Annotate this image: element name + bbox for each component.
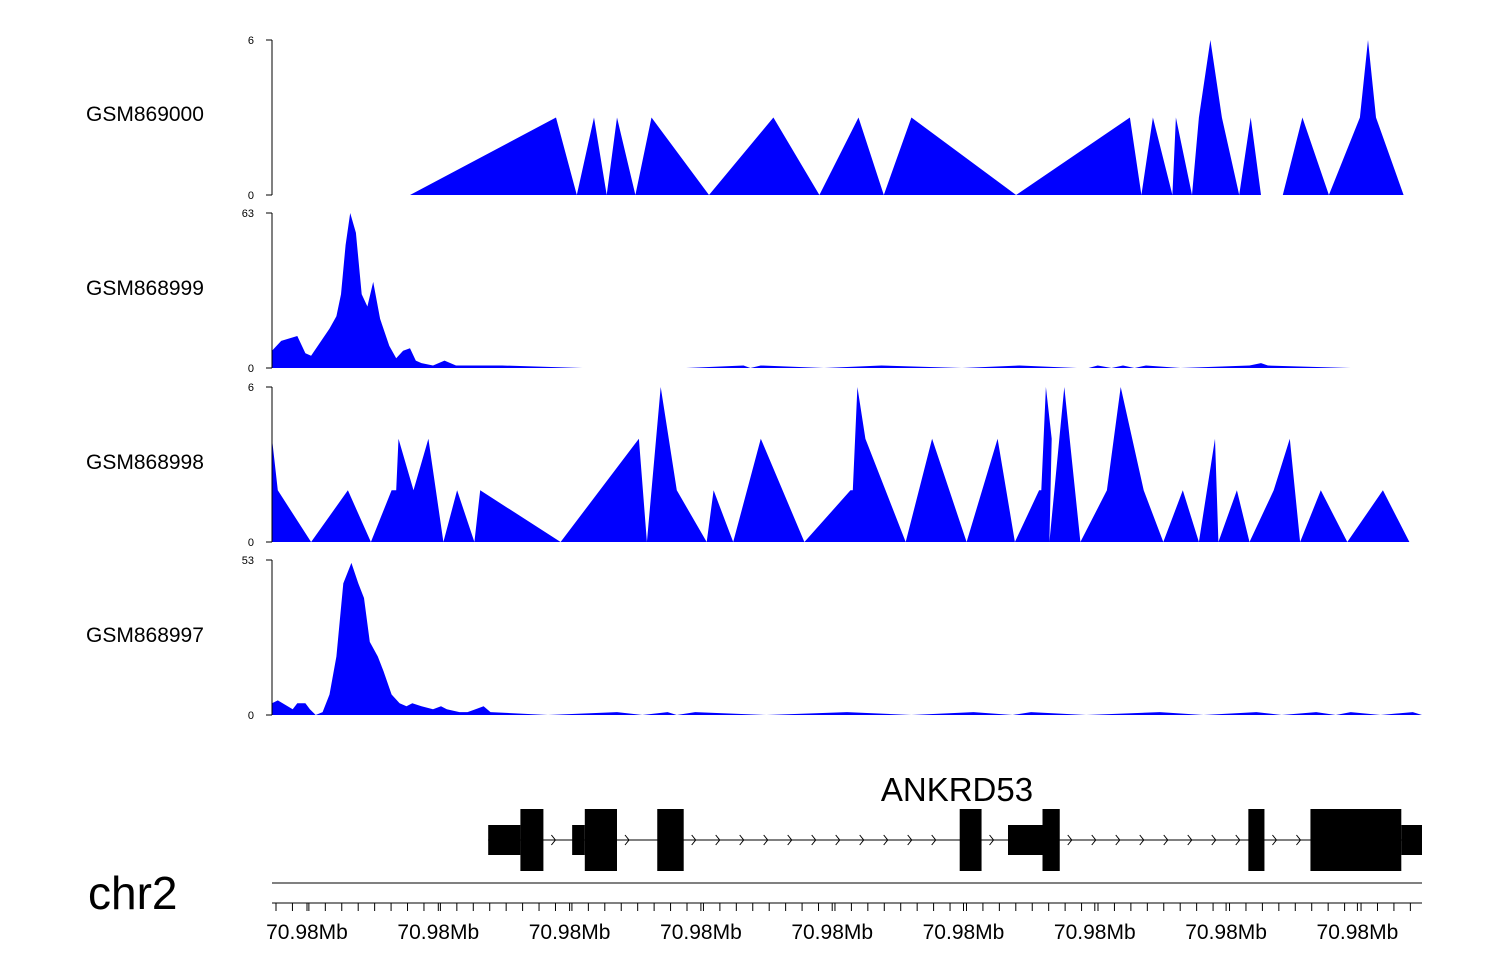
strand-arrow [1296,834,1302,846]
y-tick-label: 63 [242,208,254,220]
exon-cds [1310,809,1402,871]
strand-arrow [907,834,913,846]
track-label-1: GSM869000 [86,103,204,126]
strand-arrow [763,834,769,846]
genomic-axis: 70.98Mb 70.98Mb 70.98Mb 70.98Mb 70.98Mb 70.98… [266,882,1422,944]
y-tick-label: 0 [248,537,254,549]
x-tick-label: 70.98Mb [1317,921,1399,944]
track-label-2: GSM868999 [86,277,204,300]
x-tick-label: 70.98Mb [791,921,873,944]
y-tick-label: 0 [248,190,254,202]
exon-utr [1008,825,1043,855]
strand-arrow [859,834,865,846]
y-tick-label: 6 [248,382,254,394]
track-2: 0 63 [242,208,1351,375]
strand-arrow [1211,834,1217,846]
strand-arrow [989,834,995,846]
exon-cds [657,809,684,871]
strand-arrow [715,834,721,846]
strand-arrow [835,834,841,846]
strand-arrow [1163,834,1169,846]
x-tick-label: 70.98Mb [397,921,479,944]
x-tick-label: 70.98Mb [529,921,611,944]
strand-arrow [811,834,817,846]
track-label-3: GSM868998 [86,451,204,474]
y-tick-label: 0 [248,710,254,722]
strand-arrow [1115,834,1121,846]
signal-area [272,562,1422,715]
gene-name-label: ANKRD53 [881,771,1033,808]
track-4: 0 53 [242,555,1422,722]
x-tick-label: 70.98Mb [923,921,1005,944]
x-tick-label: 70.98Mb [660,921,742,944]
exon-utr [1401,825,1422,855]
strand-arrow [883,834,889,846]
x-tick-label: 70.98Mb [1054,921,1136,944]
signal-area [410,40,1404,195]
track-1: 06 [248,35,1404,202]
strand-arrow [551,834,557,846]
strand-arrow [931,834,937,846]
exon-cds [1042,809,1060,871]
exon-cds [584,809,617,871]
strand-arrow [739,834,745,846]
strand-arrow [787,834,793,846]
signal-area [272,213,1351,368]
exon-cds [520,809,544,871]
strand-arrow [691,834,697,846]
strand-arrow [1235,834,1241,846]
strand-arrow [1272,834,1278,846]
strand-arrow [1067,834,1073,846]
x-tick-label: 70.98Mb [1185,921,1267,944]
track-label-4: GSM868997 [86,624,204,647]
exon-cds [1248,809,1265,871]
y-tick-label: 6 [248,35,254,47]
strand-arrow [1187,834,1193,846]
strand-arrow [1091,834,1097,846]
track-3: 06 [248,382,1410,549]
gene-model: ANKRD53 [488,771,1422,871]
exon-utr [572,825,585,855]
signal-area [272,387,1410,542]
chromosome-label: chr2 [88,867,178,919]
x-tick-label: 70.98Mb [266,921,348,944]
exon-utr [488,825,521,855]
exon-cds [959,809,982,871]
y-tick-label: 53 [242,555,254,567]
y-tick-label: 0 [248,363,254,375]
strand-arrow [1139,834,1145,846]
strand-arrow [624,834,630,846]
